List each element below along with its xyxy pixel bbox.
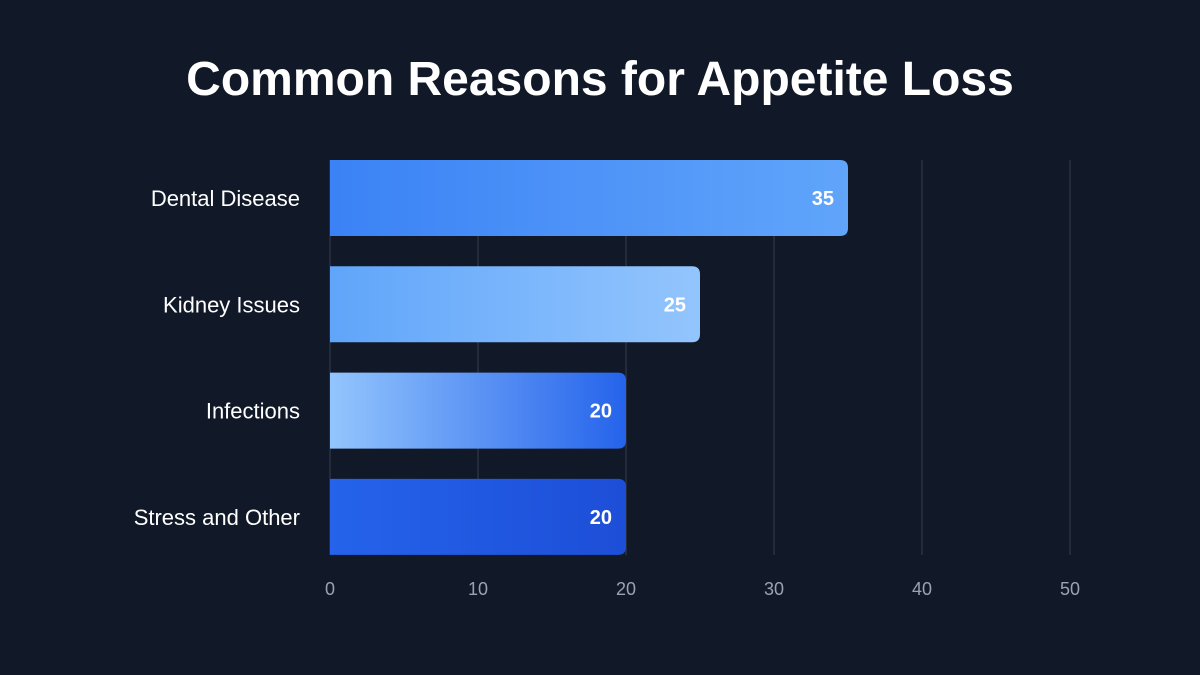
x-tick-label: 0: [325, 579, 335, 599]
x-tick-label: 30: [764, 579, 784, 599]
x-tick-label: 40: [912, 579, 932, 599]
bar: [330, 372, 626, 449]
x-tick-label: 10: [468, 579, 488, 599]
bar: [330, 266, 700, 343]
y-category-label: Dental Disease: [151, 186, 300, 211]
bar-value-label: 20: [590, 507, 612, 529]
bar-value-label: 20: [590, 401, 612, 423]
y-category-label: Infections: [206, 399, 300, 424]
x-tick-label: 50: [1060, 579, 1080, 599]
y-category-label: Stress and Other: [134, 505, 300, 530]
bar: [330, 478, 626, 555]
bar-value-label: 35: [812, 188, 834, 210]
y-category-label: Kidney Issues: [163, 292, 300, 317]
bar-value-label: 25: [664, 294, 686, 316]
x-tick-label: 20: [616, 579, 636, 599]
bar: [330, 160, 848, 236]
chart-title: Common Reasons for Appetite Loss: [186, 53, 1014, 106]
